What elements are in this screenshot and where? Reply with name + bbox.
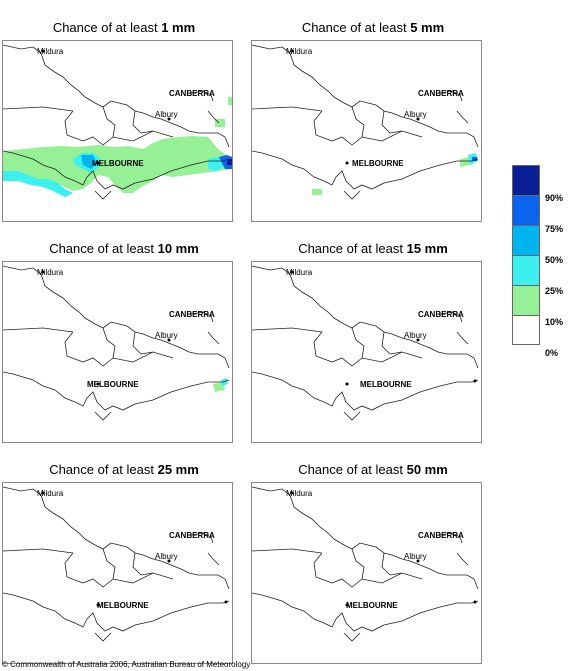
state-borders [252,44,479,200]
label-mildura: Mildura [37,489,64,498]
city-markers [41,491,228,607]
city-markers [290,270,477,386]
state-borders [252,265,479,421]
label-mildura: Mildura [286,268,313,277]
rainfall-shading [213,378,228,392]
city-markers [41,49,171,165]
label-canberra: CANBERRA [169,89,215,98]
label-mildura: Mildura [37,268,64,277]
legend-label-75: 75% [545,224,564,234]
state-borders [252,486,479,642]
copyright-notice: © Commonwealth of Australia 2006, Austra… [2,660,251,669]
map-50mm: Mildura CANBERRA Albury MELBOURNE [251,482,482,664]
legend-label-0: 0% [545,348,559,358]
panel-title-1mm: Chance of at least 1 mm [52,20,196,35]
panel-title-50mm: Chance of at least 50 mm [298,462,448,477]
city-markers [290,49,420,165]
legend-swatch-25 [512,255,540,285]
label-melbourne: MELBOURNE [92,159,144,168]
map-10mm-svg: Mildura CANBERRA Albury MELBOURNE [3,265,230,421]
legend-label-90: 90% [545,193,564,203]
label-melbourne: MELBOURNE [346,601,398,610]
label-melbourne: MELBOURNE [97,601,149,610]
panel-title-15mm: Chance of at least 15 mm [298,241,448,256]
legend-swatch-90 [512,165,540,195]
map-1mm-svg: Mildura CANBERRA Albury MELBOURNE [3,44,232,200]
label-canberra: CANBERRA [418,531,464,540]
panel-title-5mm: Chance of at least 5 mm [301,20,445,35]
map-10mm: Mildura CANBERRA Albury MELBOURNE [2,261,233,443]
legend-label-50: 50% [545,255,564,265]
label-mildura: Mildura [286,47,313,56]
map-5mm-svg: Mildura CANBERRA Albury MELBOURNE [252,44,479,200]
state-borders [3,265,230,421]
city-markers [41,270,171,386]
city-markers [290,491,477,607]
map-50mm-svg: Mildura CANBERRA Albury MELBOURNE [252,486,479,642]
map-25mm-svg: Mildura CANBERRA Albury MELBOURNE [3,486,230,642]
probability-legend [512,165,540,345]
label-canberra: CANBERRA [418,89,464,98]
state-borders [3,486,230,642]
label-melbourne: MELBOURNE [87,380,139,389]
label-albury: Albury [155,331,178,340]
label-melbourne: MELBOURNE [360,380,412,389]
map-15mm-svg: Mildura CANBERRA Albury MELBOURNE [252,265,479,421]
state-borders [3,44,230,200]
label-albury: Albury [404,110,427,119]
rainfall-shading [3,97,232,197]
legend-label-10: 10% [545,317,564,327]
map-5mm: Mildura CANBERRA Albury MELBOURNE [251,40,482,222]
panel-title-10mm: Chance of at least 10 mm [49,241,199,256]
map-15mm: Mildura CANBERRA Albury MELBOURNE [251,261,482,443]
label-melbourne: MELBOURNE [352,159,404,168]
map-25mm: Mildura CANBERRA Albury MELBOURNE [2,482,233,664]
label-mildura: Mildura [286,489,313,498]
label-albury: Albury [404,552,427,561]
label-albury: Albury [155,110,178,119]
legend-swatch-10 [512,285,540,315]
legend-swatch-0 [512,315,540,345]
label-mildura: Mildura [37,47,64,56]
map-1mm: Mildura CANBERRA Albury MELBOURNE [2,40,233,222]
label-canberra: CANBERRA [418,310,464,319]
legend-swatch-75 [512,195,540,225]
label-albury: Albury [404,331,427,340]
label-albury: Albury [155,552,178,561]
label-canberra: CANBERRA [169,531,215,540]
legend-swatch-50 [512,225,540,255]
panel-title-25mm: Chance of at least 25 mm [49,462,199,477]
label-canberra: CANBERRA [169,310,215,319]
legend-label-25: 25% [545,286,564,296]
